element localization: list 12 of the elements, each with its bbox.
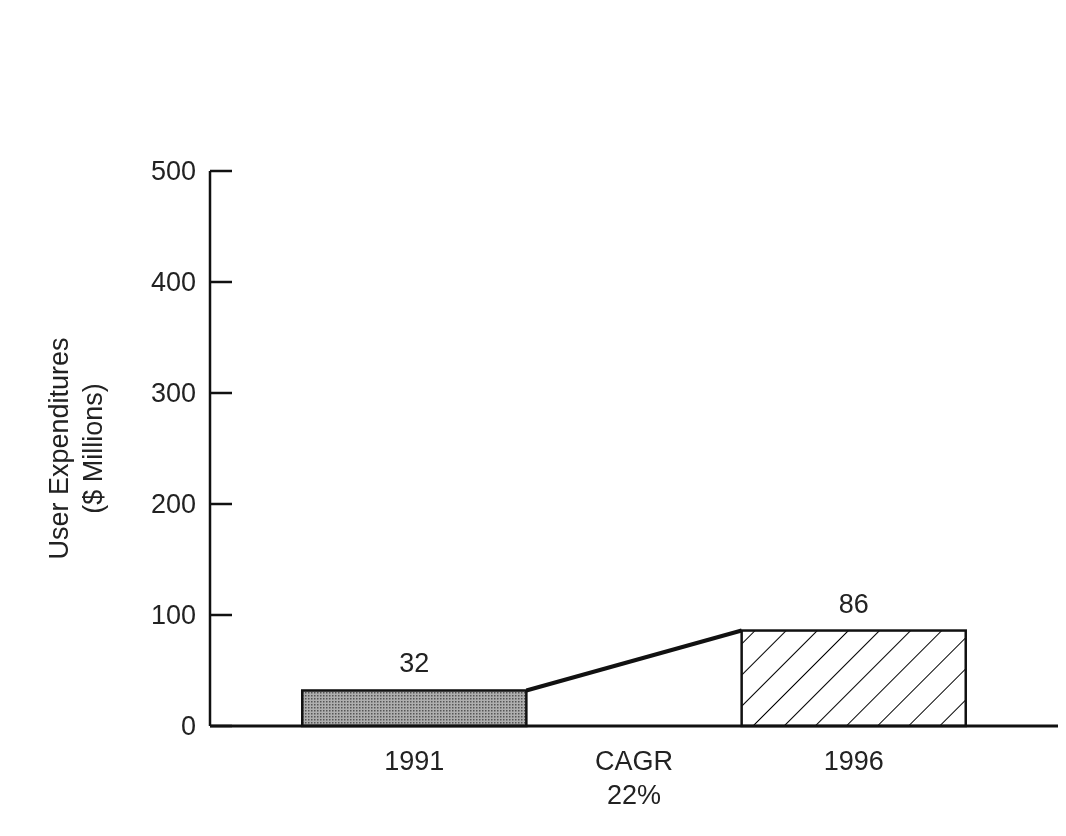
y-tick-label: 0 bbox=[180, 711, 196, 742]
x-tick-label: 1991 bbox=[384, 746, 445, 776]
y-tick-label: 500 bbox=[150, 156, 196, 187]
data-label: 86 bbox=[838, 588, 869, 619]
text: CAGR 22% bbox=[594, 746, 674, 810]
y-tick-label: 100 bbox=[150, 600, 196, 631]
y-tick-label: 300 bbox=[150, 378, 196, 409]
x-tick-label: 1996 bbox=[823, 746, 884, 776]
y-tick-label: 400 bbox=[150, 267, 196, 298]
data-label: 32 bbox=[399, 648, 430, 679]
y-axis-title: User Expenditures ($ Millions) bbox=[44, 337, 108, 560]
y-tick-label: 200 bbox=[150, 489, 196, 520]
